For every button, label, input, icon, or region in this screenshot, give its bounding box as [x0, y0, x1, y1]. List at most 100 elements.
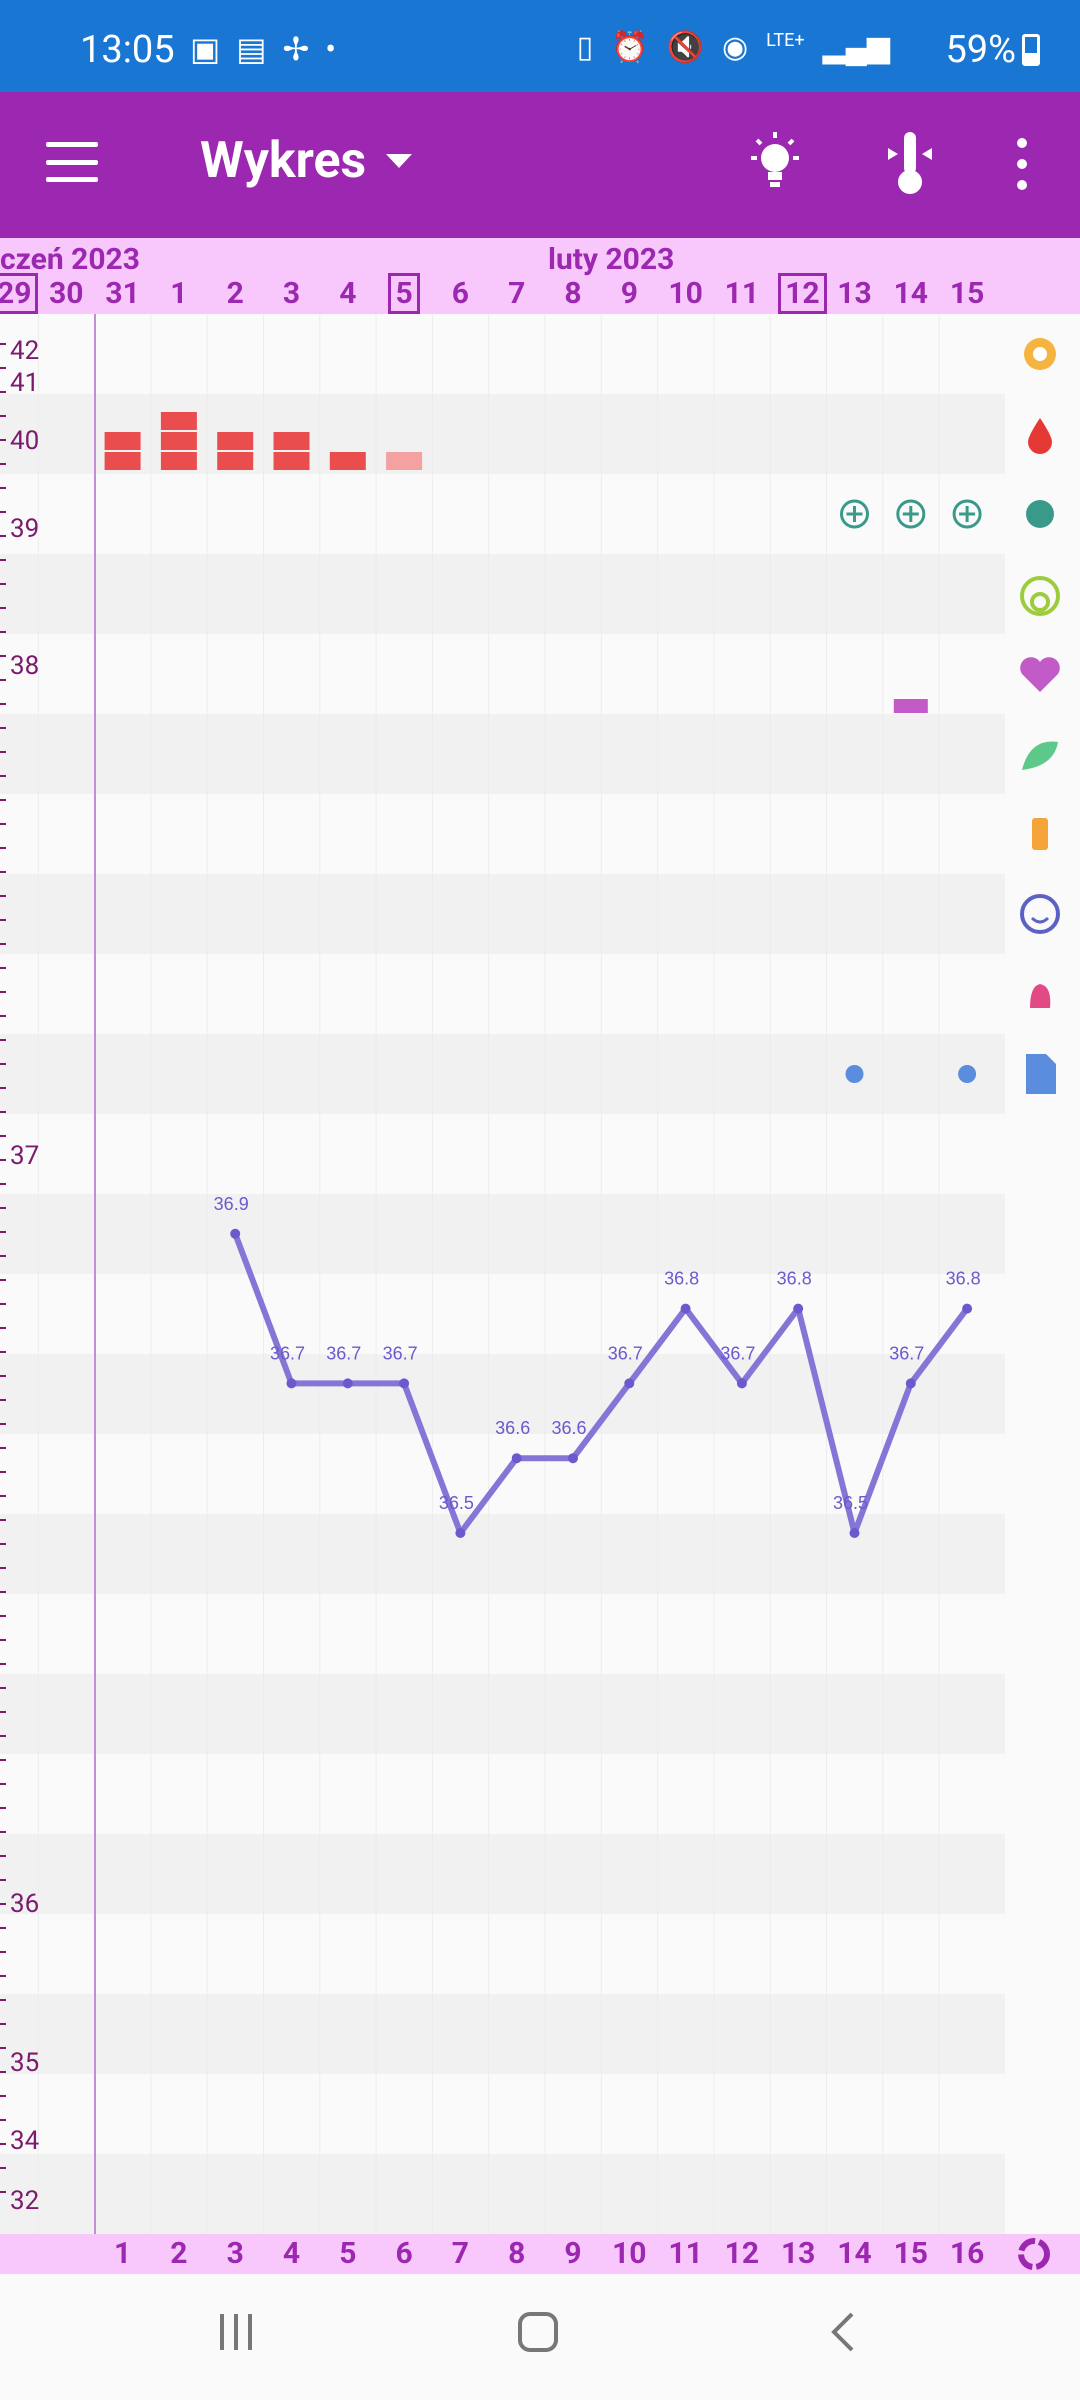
fan-icon: ✢ — [282, 30, 310, 68]
temperature-label: 36.6 — [495, 1418, 530, 1438]
hamburger-menu-icon[interactable] — [46, 142, 98, 182]
chart-band — [0, 1674, 1005, 1754]
battery-percent: 59% — [945, 28, 1016, 72]
ring-icon — [1020, 576, 1060, 616]
heart-marker — [893, 699, 928, 713]
smile-icon — [1020, 894, 1060, 934]
date-cell[interactable]: 13 — [837, 276, 872, 311]
date-cell[interactable]: 10 — [668, 276, 703, 311]
chevron-down-icon — [386, 154, 413, 168]
date-cell[interactable]: 31 — [105, 276, 140, 311]
temperature-label: 36.8 — [777, 1269, 812, 1289]
cycle-day-label: 10 — [612, 2236, 647, 2271]
chart-band — [0, 1194, 1005, 1274]
cycle-icon[interactable] — [1016, 2236, 1052, 2272]
signal-icon: ▂▄▆ — [822, 30, 890, 65]
bleeding-bar — [160, 412, 197, 430]
smile-icon — [1030, 916, 1050, 924]
mute-icon: 🔇 — [666, 30, 704, 65]
date-cell[interactable]: 30 — [49, 276, 84, 311]
status-bar: 13:05 ▣ ▤ ✢ • ▯ ⏰ 🔇 ◉ LTE+ ▂▄▆ 59% — [0, 0, 1080, 92]
temperature-label: 36.5 — [439, 1493, 474, 1513]
back-icon[interactable] — [822, 2310, 866, 2354]
cycle-day-label: 6 — [395, 2236, 413, 2271]
month-label-right: luty 2023 — [548, 242, 675, 277]
date-cell[interactable]: 11 — [724, 276, 760, 311]
temperature-label: 36.8 — [946, 1269, 981, 1289]
battery-saver-icon: ▯ — [576, 30, 594, 65]
temperature-label: 36.6 — [551, 1418, 586, 1438]
cycle-day-label: 13 — [780, 2236, 816, 2271]
temperature-point — [230, 1228, 241, 1239]
plus-marker-icon — [896, 499, 926, 529]
temperature-point — [793, 1303, 804, 1314]
drop-icon — [1028, 418, 1052, 454]
cycle-day-label: 11 — [668, 2236, 703, 2271]
chart-band — [0, 554, 1005, 634]
cycle-day-label: 1 — [113, 2236, 132, 2271]
y-axis-tick-label: 41 — [10, 368, 40, 398]
alarm-icon: ⏰ — [611, 30, 649, 65]
temperature-label: 36.7 — [889, 1343, 924, 1363]
temperature-chart[interactable]: 36.9 36.7 36.7 36.7 36.5 36.6 36.6 36.7 36.8 36.7… — [0, 314, 1080, 2234]
chart-band — [0, 1834, 1005, 1914]
temperature-label: 36.9 — [214, 1194, 249, 1214]
date-cell[interactable]: 9 — [620, 276, 638, 311]
date-cell[interactable]: 7 — [508, 276, 526, 311]
temperature-point — [342, 1378, 353, 1389]
bleeding-bar — [329, 452, 366, 470]
date-header: czeń 2023 luty 2023 29 30 31 1 2 3 4 5 6 7 8 9 10 11 1… — [0, 238, 1080, 314]
date-cell[interactable]: 8 — [564, 276, 582, 311]
more-options-icon[interactable] — [1010, 138, 1034, 190]
temperature-line — [232, 1232, 970, 1536]
system-nav-bar — [0, 2274, 1080, 2400]
bleeding-bar — [104, 452, 141, 470]
chart-band — [0, 1354, 1005, 1434]
cycle-day-label: 15 — [893, 2236, 929, 2271]
temperature-label: 36.8 — [664, 1269, 699, 1289]
flower-icon — [1033, 347, 1047, 361]
view-selector[interactable]: Wykres — [200, 132, 413, 190]
cycle-day-label: 3 — [226, 2236, 244, 2271]
date-cell[interactable]: 15 — [949, 276, 985, 311]
date-cell[interactable]: 6 — [451, 276, 469, 311]
hotspot-icon: ◉ — [721, 30, 749, 65]
y-axis-tick-label: 38 — [10, 651, 40, 681]
bleeding-bar — [273, 432, 310, 450]
status-time: 13:05 — [80, 28, 175, 72]
home-icon[interactable] — [516, 2310, 560, 2354]
date-cell[interactable]: 14 — [893, 276, 929, 311]
chart-band — [0, 1994, 1005, 2074]
date-cell[interactable]: 4 — [339, 276, 357, 311]
ring-icon — [1030, 592, 1050, 612]
temperature-label: 36.7 — [383, 1343, 418, 1363]
recent-apps-icon[interactable] — [214, 2310, 258, 2354]
lightbulb-icon[interactable] — [745, 128, 805, 198]
y-axis-tick-label: 37 — [10, 1141, 40, 1171]
y-axis-tick-label: 36 — [10, 1889, 40, 1919]
chart-band — [0, 1034, 1005, 1114]
month-label-left: czeń 2023 — [0, 242, 140, 277]
date-cell[interactable]: 29 — [0, 273, 39, 314]
chart-band — [0, 874, 1005, 954]
date-cell[interactable]: 12 — [778, 273, 827, 314]
date-cell[interactable]: 5 — [384, 273, 424, 314]
temperature-point — [568, 1453, 578, 1464]
date-cell[interactable]: 2 — [226, 276, 244, 311]
chart-band — [0, 1514, 1005, 1594]
date-cell[interactable]: 3 — [282, 276, 301, 311]
note-icon — [1026, 1054, 1056, 1094]
page-title: Wykres — [200, 132, 367, 190]
y-axis-tick-label: 40 — [10, 426, 40, 456]
y-axis-tick-label: 35 — [10, 2048, 40, 2078]
temperature-label: 36.5 — [833, 1493, 868, 1513]
cycle-day-label: 7 — [451, 2236, 469, 2271]
temperature-point — [962, 1303, 973, 1314]
thermometer-icon[interactable] — [880, 128, 940, 198]
app-bar: Wykres — [0, 92, 1080, 238]
y-axis-tick-label: 42 — [10, 336, 40, 366]
temperature-label: 36.7 — [326, 1343, 361, 1363]
date-cell[interactable]: 1 — [170, 276, 188, 311]
lte-icon: LTE+ — [766, 30, 805, 51]
note-marker — [845, 1065, 864, 1083]
